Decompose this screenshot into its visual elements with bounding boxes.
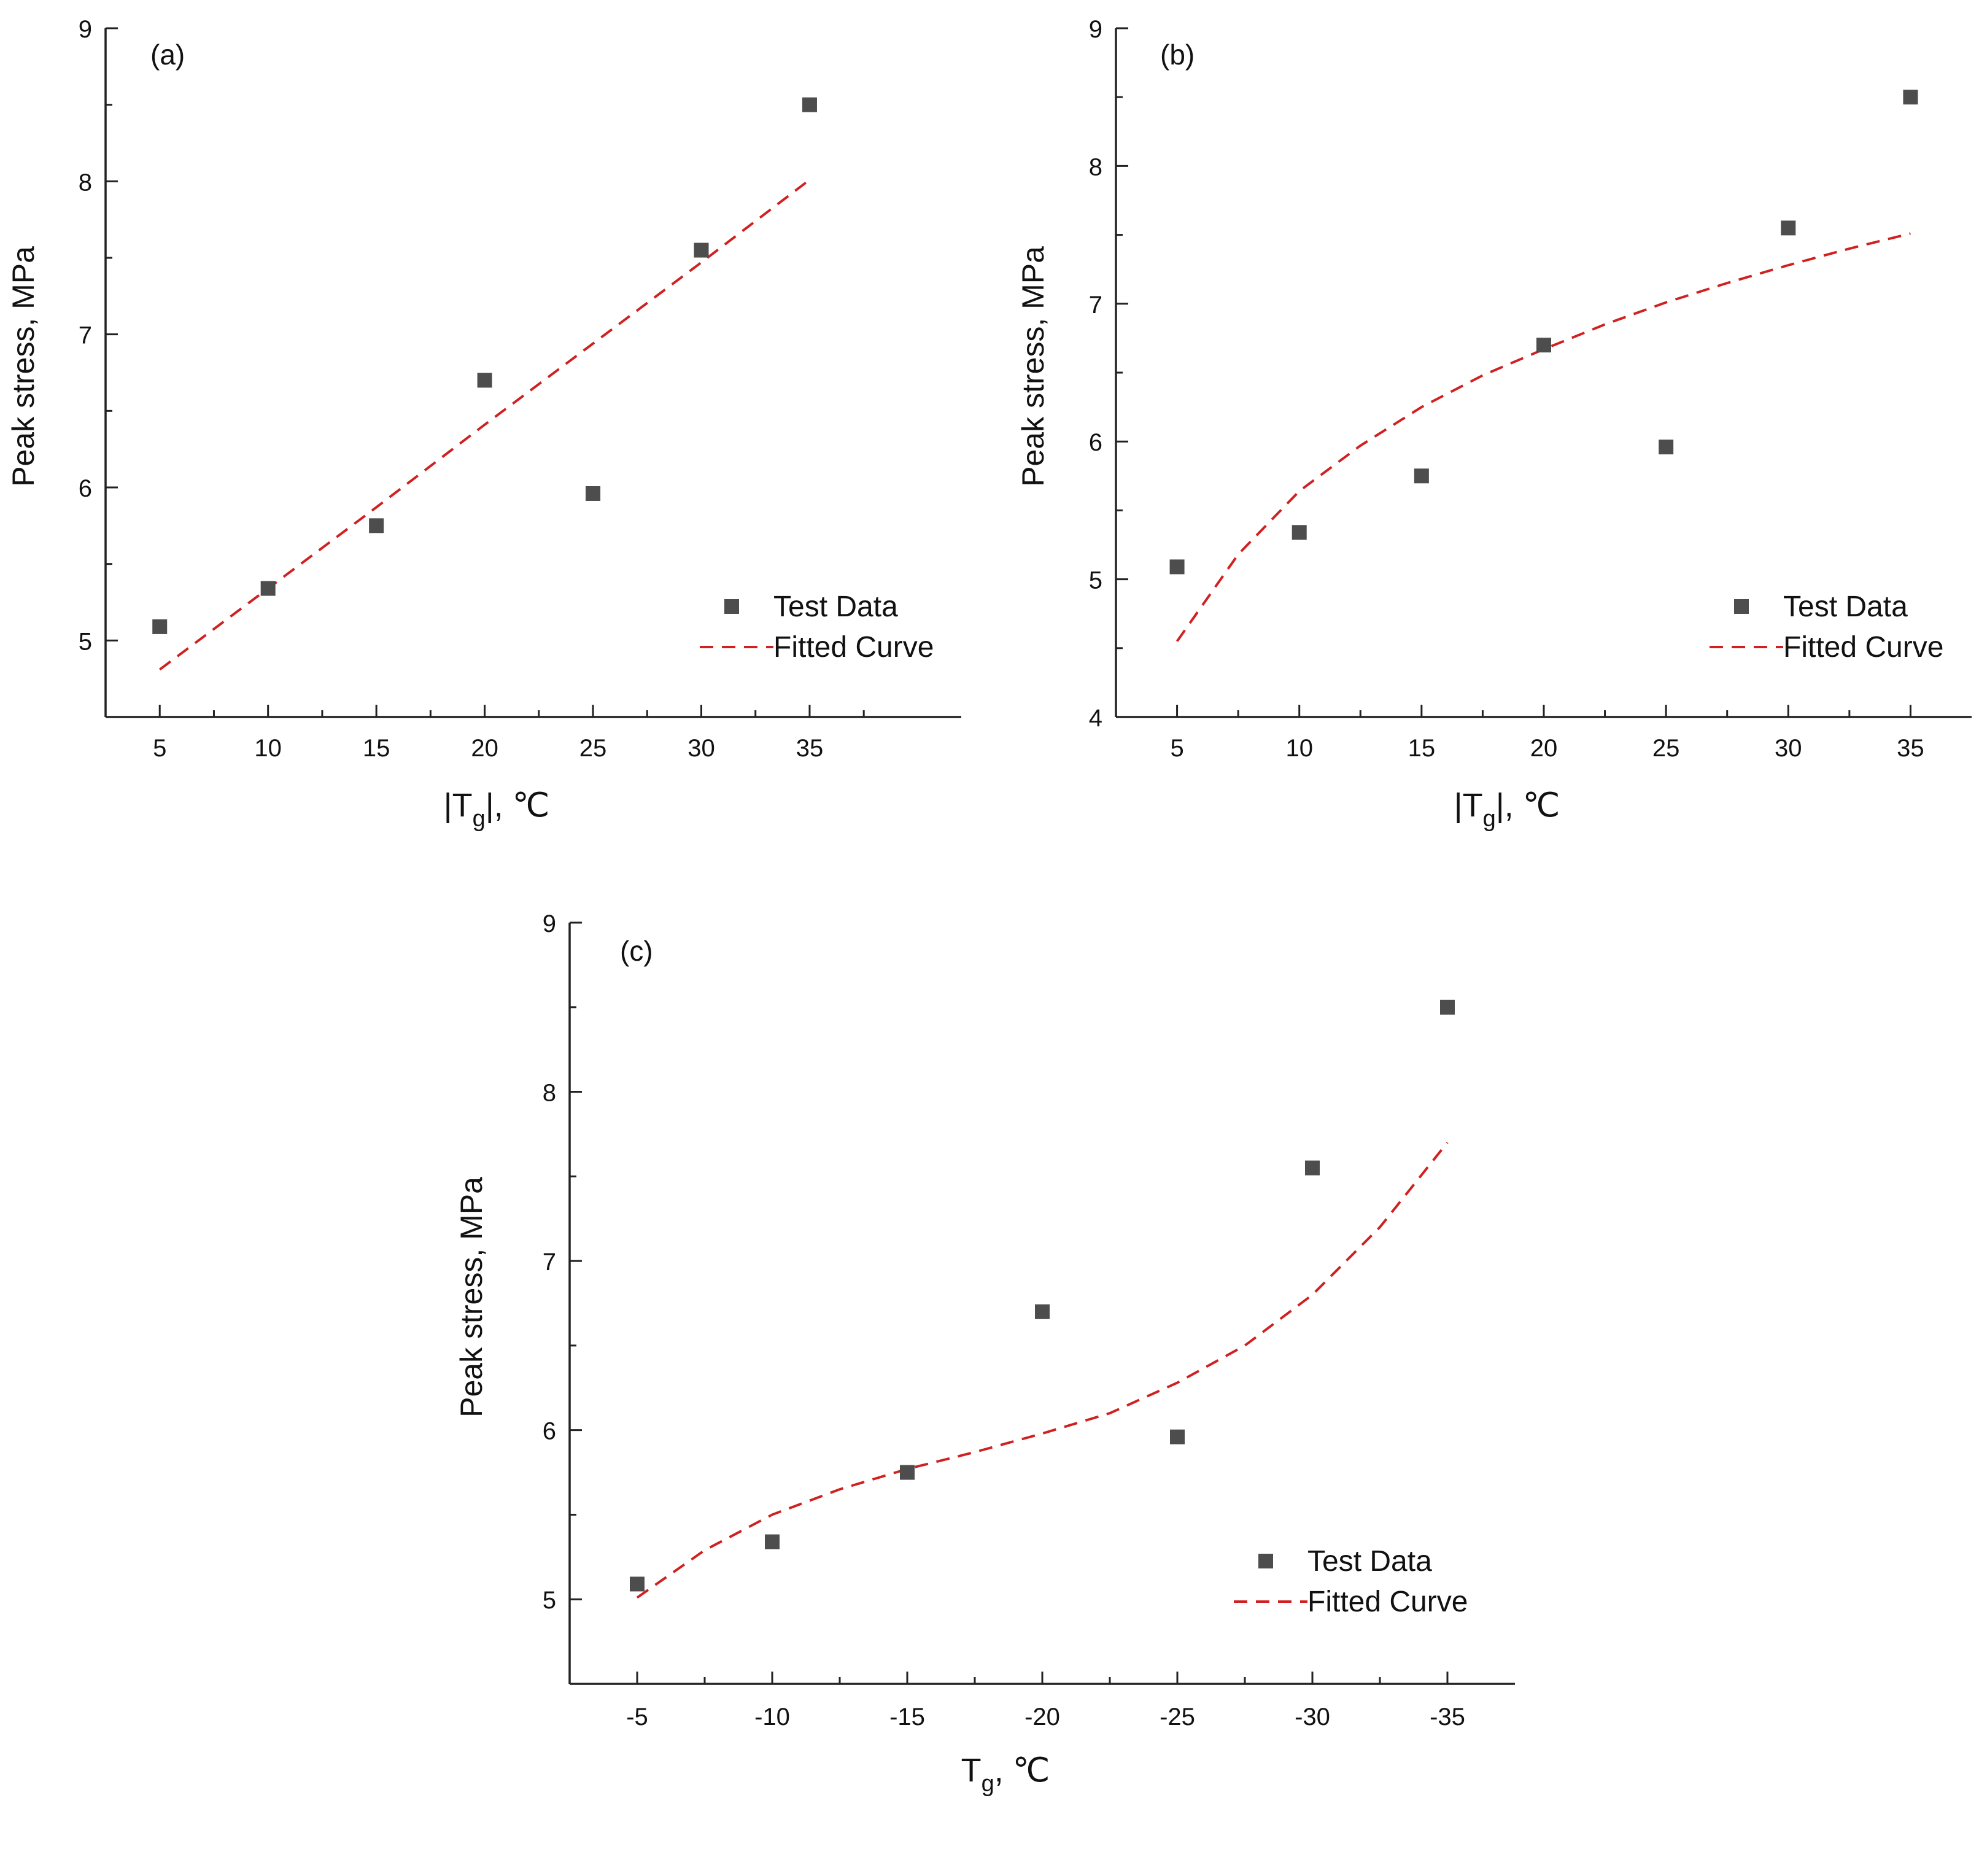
legend-label-fitted-curve: Fitted Curve	[1307, 1586, 1468, 1618]
fitted-curve-line	[1175, 232, 1911, 642]
y-tick-label: 6	[543, 1418, 556, 1445]
x-tick-label: 5	[153, 735, 166, 762]
x-tick-label: 35	[796, 735, 824, 762]
fitted-curve-line	[636, 1141, 1449, 1599]
y-tick-label: 5	[543, 1587, 556, 1614]
test-data-point	[477, 373, 492, 388]
x-tick-label: 10	[1285, 735, 1313, 762]
panel-b: 4 5 6 7 8 9 5 10 15 20 25 30 35 (b) Peak stress, MPa |T…	[1016, 16, 1972, 832]
x-tick-label: 10	[254, 735, 282, 762]
y-tick-label: 8	[1089, 153, 1102, 180]
y-tick-label: 6	[1089, 429, 1102, 456]
test-data-point	[630, 1576, 645, 1592]
x-tick-label: -25	[1160, 1704, 1195, 1731]
legend-marker-test-data	[724, 599, 739, 614]
y-tick-label: 7	[1089, 292, 1102, 319]
y-tick-label: 8	[79, 169, 92, 196]
y-axis-label: Peak stress, MPa	[1016, 246, 1050, 487]
y-tick-label: 7	[543, 1249, 556, 1276]
test-data-point	[765, 1534, 780, 1549]
legend-label-test-data: Test Data	[1307, 1545, 1432, 1578]
x-axis-label: Tg, ℃	[961, 1752, 1050, 1797]
x-tick-label: -15	[889, 1704, 925, 1731]
y-tick-label: 5	[1089, 567, 1102, 594]
x-tick-label: 25	[579, 735, 607, 762]
x-tick-label: 30	[687, 735, 715, 762]
legend-label-test-data: Test Data	[773, 591, 898, 623]
x-axis-label-main: |T	[444, 787, 473, 824]
x-tick-label: -35	[1430, 1704, 1465, 1731]
legend-label-fitted-curve: Fitted Curve	[1783, 631, 1943, 664]
x-axis-label-main: T	[961, 1752, 982, 1789]
test-data-point	[260, 581, 276, 596]
test-data-point	[802, 97, 817, 112]
test-data-point	[152, 619, 168, 634]
panel-a: 5 6 7 8 9 5 10 15 20 25 30 35 (a) Peak stress, MPa |Tg…	[6, 16, 961, 832]
y-tick-label: 9	[543, 910, 556, 937]
x-tick-label: 20	[471, 735, 498, 762]
x-axis-label-main: |T	[1454, 787, 1483, 824]
x-tick-label: 35	[1897, 735, 1924, 762]
y-tick-label: 7	[79, 322, 92, 349]
x-tick-label: -5	[626, 1704, 648, 1731]
y-axis-label: Peak stress, MPa	[454, 1177, 489, 1417]
test-data-point	[1903, 90, 1918, 105]
x-tick-label: -20	[1024, 1704, 1060, 1731]
x-tick-label: 15	[1408, 735, 1436, 762]
test-data-point	[1305, 1160, 1320, 1176]
legend-label-test-data: Test Data	[1783, 591, 1908, 623]
test-data-point	[1169, 559, 1185, 575]
test-data-point	[1659, 440, 1674, 455]
x-axis-label: |Tg|, ℃	[444, 787, 550, 832]
x-axis-label-subscript: g	[473, 806, 486, 832]
test-data-point	[1781, 220, 1796, 236]
fitted-curve-line	[159, 179, 811, 671]
x-tick-label: 30	[1775, 735, 1802, 762]
panel-label: (c)	[620, 935, 653, 967]
y-tick-label: 9	[79, 16, 92, 43]
test-data-point	[1292, 525, 1307, 540]
legend-marker-test-data	[1734, 599, 1749, 614]
panel-label: (a)	[150, 39, 185, 71]
test-data-point	[900, 1465, 915, 1480]
x-axis-label-tail: , ℃	[994, 1752, 1050, 1789]
y-tick-label: 9	[1089, 16, 1102, 43]
test-data-point	[1170, 1429, 1185, 1444]
x-tick-label: -30	[1295, 1704, 1330, 1731]
x-axis-label: |Tg|, ℃	[1454, 787, 1560, 832]
legend-marker-test-data	[1258, 1554, 1273, 1568]
test-data-point	[694, 242, 709, 258]
test-data-point	[586, 486, 601, 501]
x-tick-label: 20	[1530, 735, 1558, 762]
panel-c: 5 6 7 8 9 -5 -10 -15 -20 -25 -30 -35 (c) Peak stress,…	[454, 910, 1515, 1797]
y-tick-label: 4	[1089, 705, 1102, 732]
legend-label-fitted-curve: Fitted Curve	[773, 631, 934, 664]
x-axis-label-tail: |, ℃	[486, 787, 550, 824]
x-tick-label: 25	[1652, 735, 1680, 762]
test-data-point	[1035, 1304, 1050, 1319]
x-axis-label-tail: |, ℃	[1496, 787, 1560, 824]
y-axis-label: Peak stress, MPa	[6, 246, 41, 487]
test-data-point	[1414, 468, 1429, 484]
test-data-point	[1536, 338, 1551, 353]
y-tick-label: 5	[79, 628, 92, 655]
x-tick-label: 15	[363, 735, 390, 762]
panel-label: (b)	[1160, 39, 1195, 71]
x-axis-label-subscript: g	[982, 1771, 994, 1797]
x-tick-label: -10	[754, 1704, 790, 1731]
x-tick-label: 5	[1170, 735, 1183, 762]
test-data-point	[1440, 999, 1455, 1015]
y-tick-label: 6	[79, 475, 92, 502]
test-data-point	[369, 518, 384, 533]
y-tick-label: 8	[543, 1080, 556, 1107]
x-axis-label-subscript: g	[1483, 806, 1496, 832]
